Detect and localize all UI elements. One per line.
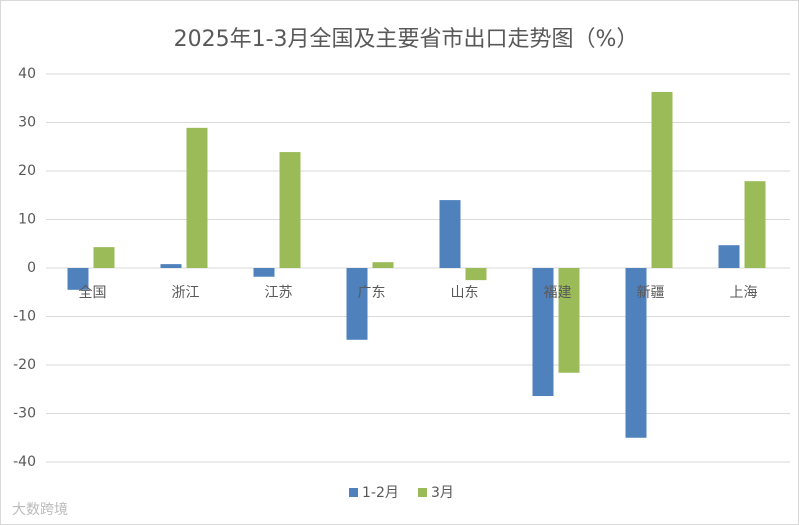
x-tick-label: 上海 [730, 285, 758, 301]
y-tick-label: -10 [13, 309, 36, 325]
bar [439, 200, 461, 268]
y-tick-label: 10 [18, 212, 36, 228]
x-tick-label: 广东 [358, 285, 386, 301]
x-tick-label: 浙江 [172, 285, 200, 301]
y-tick-label: -40 [13, 454, 36, 470]
y-tick-label: 0 [27, 260, 36, 276]
x-tick-label: 江苏 [265, 285, 293, 301]
bar [744, 181, 766, 268]
legend-swatch [418, 488, 427, 497]
x-tick-label: 全国 [79, 284, 107, 301]
bar [718, 245, 740, 268]
bar [372, 262, 394, 268]
bar [651, 91, 673, 268]
bar [465, 268, 487, 281]
x-tick-label: 新疆 [637, 285, 665, 301]
y-tick-label: -20 [13, 357, 36, 373]
x-tick-label: 福建 [544, 285, 572, 301]
bar [93, 247, 115, 268]
bar [346, 268, 368, 340]
bar [532, 268, 554, 397]
legend-label: 1-2月 [362, 485, 399, 501]
legend-swatch [349, 488, 358, 497]
y-tick-label: 40 [18, 66, 36, 82]
watermark: 大数跨境 [12, 502, 68, 518]
x-tick-label: 山东 [451, 285, 479, 301]
bar [625, 268, 647, 438]
y-tick-label: -30 [13, 406, 36, 422]
y-tick-label: 20 [18, 163, 36, 179]
bar [253, 268, 275, 277]
y-tick-label: 30 [18, 115, 36, 131]
bar [279, 152, 301, 268]
bar [160, 264, 182, 268]
legend-label: 3月 [431, 485, 454, 501]
bar [186, 127, 208, 269]
bar [67, 268, 89, 290]
bar [558, 268, 580, 373]
chart-title: 2025年1-3月全国及主要省市出口走势图（%） [174, 27, 639, 52]
